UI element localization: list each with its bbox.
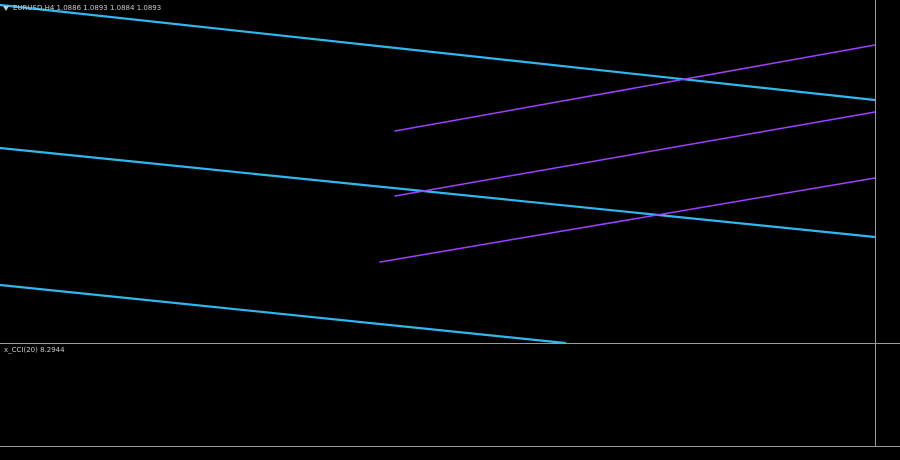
channel-line	[379, 177, 876, 263]
channel-line	[394, 111, 876, 197]
trend-lines	[0, 3, 877, 345]
symbol-icon	[3, 6, 9, 11]
channel-line	[0, 146, 877, 239]
channel-line	[0, 3, 877, 102]
channel-line	[394, 44, 876, 132]
chart-title: EURUSD,H4 1.0886 1.0893 1.0884 1.0893	[13, 4, 161, 12]
indicator-title: x_CCI(20) 8.2944	[4, 346, 65, 354]
channel-line	[0, 283, 567, 345]
